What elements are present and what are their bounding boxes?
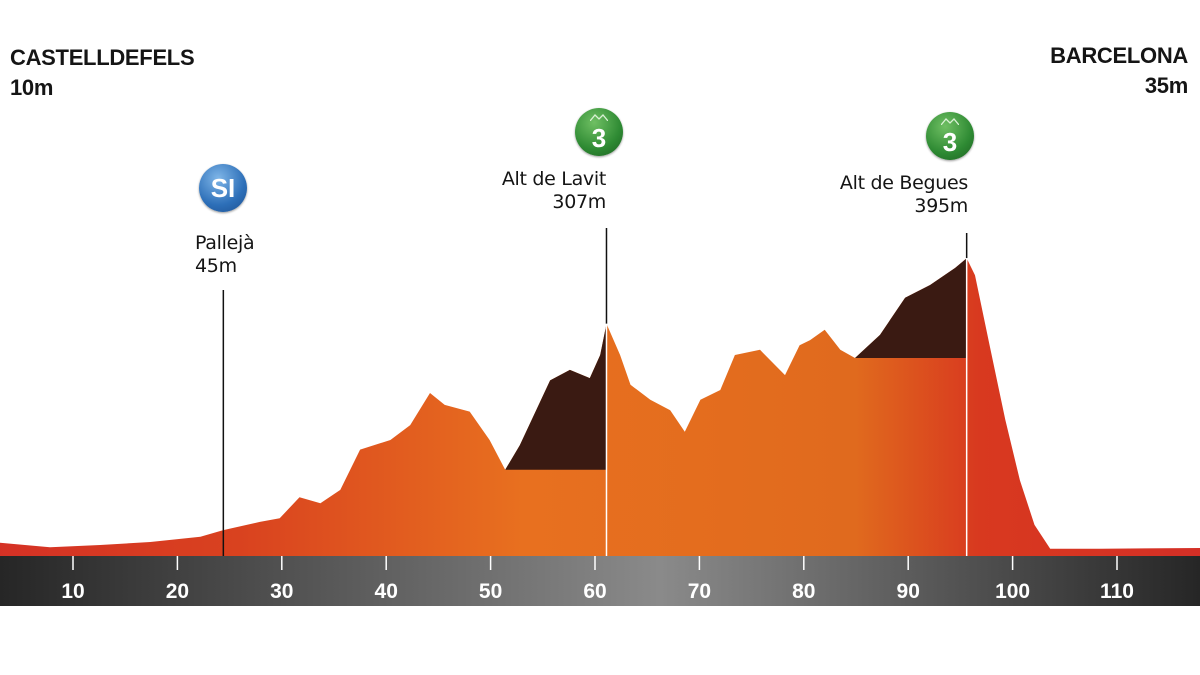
start-elevation: 10m (10, 75, 54, 100)
x-tick-label: 40 (375, 580, 398, 603)
x-tick-label: 70 (688, 580, 711, 603)
mountain-category-3-icon: 3 (575, 108, 623, 156)
x-tick-label: 90 (897, 580, 920, 603)
mountain-category-3-icon: 3 (926, 112, 974, 160)
sprint-badge-text: SI (210, 172, 236, 203)
x-tick-label: 20 (166, 580, 189, 603)
x-tick-label: 100 (995, 580, 1030, 603)
x-tick-label: 80 (792, 580, 815, 603)
climb-elevation: 395m (914, 195, 968, 217)
climb-label-lavit: Alt de Lavit 307m (502, 168, 606, 214)
sprint-elevation: 45m (195, 255, 237, 277)
start-name: CASTELLDEFELS (10, 45, 195, 70)
start-label: CASTELLDEFELS 10m (10, 43, 195, 103)
x-tick-label: 30 (270, 580, 293, 603)
climb-segment (855, 258, 967, 358)
x-tick-label: 10 (61, 580, 84, 603)
x-tick-label: 110 (1100, 580, 1134, 603)
km-axis-bar (0, 556, 1200, 606)
mountain-icon (590, 114, 608, 121)
finish-name: BARCELONA (1050, 43, 1188, 68)
climb-label-begues: Alt de Begues 395m (840, 172, 968, 218)
climb-category-text: 3 (942, 126, 958, 157)
sprint-label: Pallejà 45m (195, 232, 255, 278)
finish-elevation: 35m (1144, 73, 1188, 98)
climb-category-text: 3 (591, 122, 607, 153)
climb-segment (505, 323, 607, 470)
x-tick-label: 60 (583, 580, 606, 603)
climb-elevation: 307m (552, 191, 606, 213)
climb-name: Alt de Begues (839, 172, 968, 194)
sprint-name: Pallejà (195, 232, 255, 254)
x-tick-label: 50 (479, 580, 502, 603)
climb-name: Alt de Lavit (501, 168, 606, 190)
mountain-icon (941, 118, 959, 125)
intermediate-sprint-icon: SI (199, 164, 247, 212)
finish-label: BARCELONA 35m (1050, 41, 1188, 101)
